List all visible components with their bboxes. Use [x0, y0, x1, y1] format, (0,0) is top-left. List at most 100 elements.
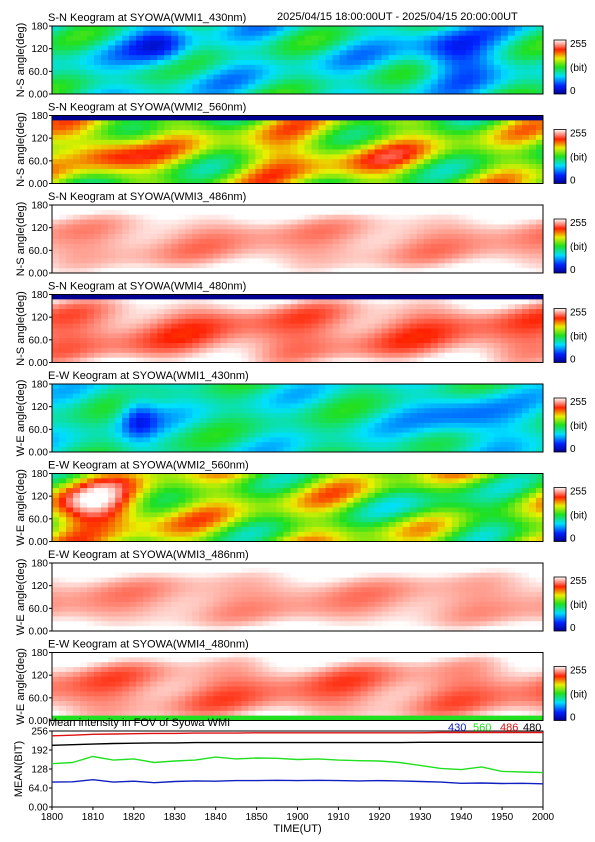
- heatmap-cell: [444, 115, 453, 121]
- heatmap-cell: [199, 388, 207, 395]
- heatmap-cell: [430, 313, 439, 320]
- heatmap-cell: [402, 168, 411, 175]
- heatmap-cell: [276, 268, 284, 274]
- heatmap-cell: [451, 357, 460, 363]
- heatmap-cell: [458, 432, 467, 438]
- heatmap-cell: [276, 294, 284, 300]
- heatmap-cell: [262, 309, 270, 315]
- heatmap-cell: [339, 144, 347, 150]
- heatmap-cell: [395, 427, 404, 433]
- heatmap-cell: [318, 84, 326, 90]
- heatmap-cell: [339, 352, 347, 359]
- heatmap-cell: [367, 229, 376, 235]
- heatmap-cell: [402, 418, 411, 424]
- heatmap-cell: [297, 139, 305, 146]
- heatmap-cell: [381, 139, 390, 146]
- heatmap-cell: [269, 357, 277, 363]
- heatmap-cell: [402, 74, 411, 80]
- heatmap-cell: [332, 299, 340, 305]
- heatmap-cell: [94, 164, 102, 170]
- heatmap-cell: [94, 418, 102, 424]
- heatmap-cell: [80, 205, 88, 211]
- heatmap-cell: [185, 299, 193, 305]
- heatmap-cell: [311, 120, 319, 126]
- heatmap-cell: [514, 26, 523, 32]
- heatmap-cell: [430, 69, 439, 75]
- heatmap-cell: [192, 84, 200, 90]
- heatmap-cell: [374, 408, 383, 414]
- heatmap-cell: [318, 318, 326, 325]
- heatmap-cell: [108, 437, 116, 443]
- heatmap-cell: [143, 79, 151, 85]
- heatmap-cell: [241, 173, 249, 180]
- heatmap-cell: [164, 120, 172, 126]
- heatmap-cell: [66, 26, 74, 32]
- heatmap-cell: [360, 413, 369, 419]
- heatmap-cell: [171, 64, 179, 71]
- heatmap-cell: [458, 89, 467, 95]
- heatmap-cell: [192, 422, 200, 429]
- heatmap-cell: [234, 258, 242, 264]
- heatmap-cell: [395, 318, 404, 325]
- heatmap-cell: [262, 173, 270, 180]
- heatmap-cell: [514, 125, 523, 131]
- heatmap-cell: [451, 304, 460, 310]
- heatmap-cell: [409, 178, 418, 184]
- heatmap-cell: [437, 347, 446, 354]
- heatmap-cell: [507, 35, 516, 41]
- heatmap-cell: [115, 413, 123, 419]
- heatmap-cell: [465, 318, 474, 325]
- heatmap-cell: [255, 168, 263, 175]
- heatmap-cell: [521, 258, 530, 264]
- heatmap-cell: [367, 268, 376, 274]
- heatmap-cell: [227, 268, 235, 274]
- heatmap-cell: [87, 224, 95, 230]
- heatmap-cell: [157, 144, 165, 150]
- heatmap-cell: [472, 313, 481, 320]
- heatmap-cell: [213, 318, 221, 325]
- heatmap-cell: [227, 432, 235, 438]
- heatmap-cell: [325, 243, 333, 250]
- heatmap-cell: [269, 299, 277, 305]
- heatmap-cell: [94, 234, 102, 240]
- heatmap-cell: [150, 139, 158, 146]
- heatmap-cell: [486, 427, 495, 433]
- heatmap-cell: [227, 50, 235, 56]
- heatmap-cell: [444, 50, 453, 56]
- heatmap-cell: [80, 403, 88, 409]
- heatmap-cell: [297, 253, 305, 259]
- heatmap-cell: [94, 352, 102, 359]
- heatmap-cell: [150, 422, 158, 429]
- heatmap-cell: [451, 69, 460, 75]
- heatmap-cell: [465, 447, 474, 453]
- heatmap-cell: [444, 413, 453, 419]
- heatmap-cell: [304, 40, 312, 46]
- heatmap-cell: [304, 323, 312, 329]
- heatmap-cell: [143, 50, 151, 56]
- heatmap-cell: [80, 35, 88, 41]
- heatmap-cell: [248, 214, 256, 220]
- heatmap-cell: [178, 447, 186, 453]
- heatmap-cell: [290, 294, 298, 300]
- heatmap-cell: [423, 357, 432, 363]
- heatmap-cell: [332, 323, 340, 329]
- heatmap-cell: [80, 413, 88, 419]
- heatmap-cell: [528, 388, 537, 395]
- heatmap-cell: [423, 120, 432, 126]
- heatmap-cell: [423, 258, 432, 264]
- heatmap-cell: [241, 125, 249, 131]
- heatmap-cell: [227, 134, 235, 141]
- heatmap-cell: [318, 253, 326, 259]
- heatmap-cell: [178, 388, 186, 395]
- heatmap-cell: [528, 357, 537, 363]
- heatmap-cell: [395, 45, 404, 51]
- heatmap-cell: [465, 313, 474, 320]
- heatmap-cell: [346, 84, 355, 90]
- heatmap-cell: [486, 50, 495, 56]
- heatmap-cell: [108, 45, 116, 51]
- heatmap-cell: [528, 258, 537, 264]
- heatmap-cell: [94, 84, 102, 90]
- heatmap-cell: [339, 357, 347, 363]
- heatmap-cell: [325, 304, 333, 310]
- heatmap-cell: [325, 347, 333, 354]
